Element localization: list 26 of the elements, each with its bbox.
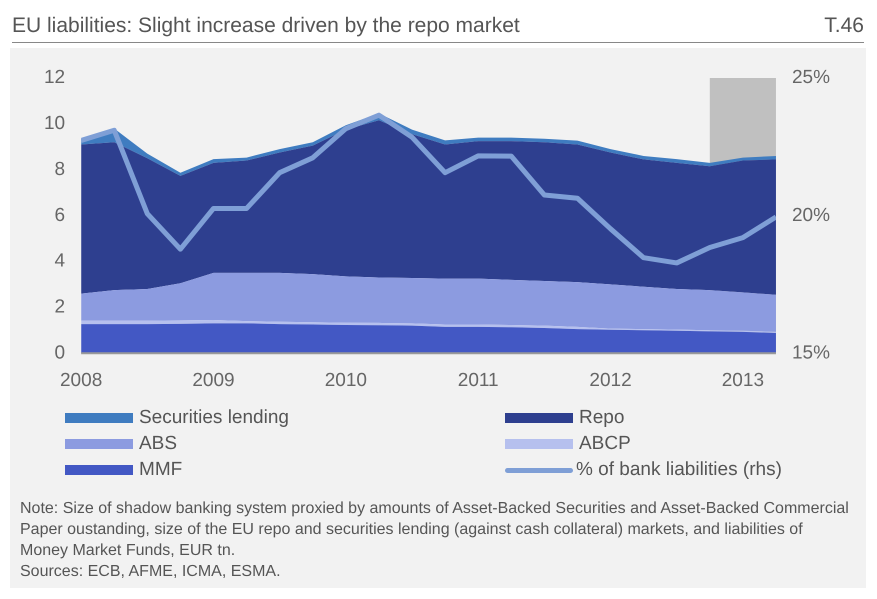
- x-tick-label: 2010: [324, 370, 367, 391]
- x-tick-label: 2013: [722, 370, 764, 391]
- legend-label: ABCP: [579, 433, 631, 455]
- y-tick-label: 10: [44, 113, 66, 134]
- y-tick-label: 8: [54, 158, 66, 180]
- chart-title: EU liabilities: Slight increase driven by the repo market: [12, 14, 520, 37]
- legend-label: ABS: [139, 433, 178, 455]
- text: T.46: [824, 14, 864, 38]
- y-tick-label: 4: [54, 250, 66, 272]
- legend-label: Securities lending: [139, 407, 289, 429]
- legend-label: Repo: [579, 407, 624, 429]
- x-tick-label: 2011: [458, 370, 499, 391]
- x-tick-label: 2009: [192, 370, 235, 391]
- legend-label: % of bank liabilities (rhs): [576, 459, 782, 481]
- legend-label: MMF: [139, 459, 182, 481]
- y2-tick-label: 25%: [792, 67, 830, 88]
- source-note: Sources: ECB, AFME, ICMA, ESMA.: [20, 562, 282, 582]
- y2-tick-label: 15%: [792, 342, 830, 364]
- y-tick-label: 12: [44, 67, 66, 88]
- text: Note: Size of shadow banking system proxied by amounts of Asset-Backed Securities and Asset-Backed Commercial Paper oustanding, size of the EU repo and securities lending (against cash collateral) markets, and liabilities of Money Market Funds, EUR tn.: [20, 499, 850, 561]
- y-tick-label: 6: [54, 204, 66, 226]
- y-tick-label: 2: [54, 296, 66, 318]
- y2-tick-label: 20%: [792, 204, 830, 226]
- x-tick-label: 2012: [589, 370, 632, 391]
- x-tick-label: 2008: [60, 370, 102, 391]
- y-tick-label: 0: [54, 342, 66, 364]
